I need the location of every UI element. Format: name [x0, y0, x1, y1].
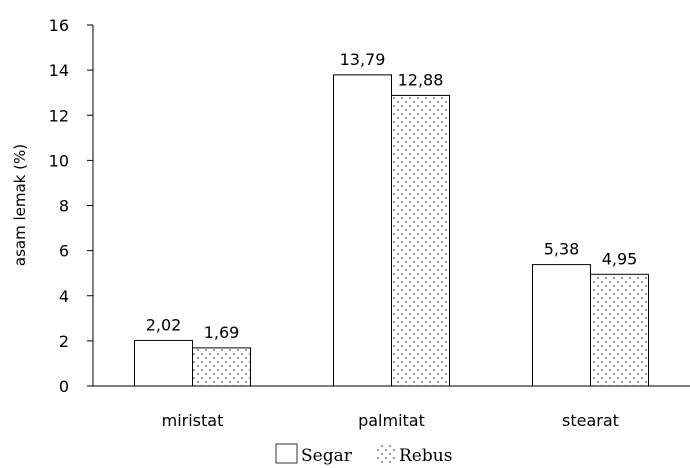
data-label-rebus-palmitat: 12,88: [398, 70, 444, 89]
data-label-rebus-stearat: 4,95: [602, 249, 638, 268]
legend-swatch-segar: [275, 443, 298, 464]
y-tick-label: 10: [49, 151, 69, 170]
bar-segar-palmitat: [333, 74, 392, 387]
bar-rebus-palmitat: [391, 94, 450, 387]
bar-rebus-miristat: [192, 347, 251, 387]
data-label-segar-palmitat: 13,79: [340, 50, 386, 69]
data-label-rebus-miristat: 1,69: [204, 323, 240, 342]
y-tick-label: 6: [59, 242, 69, 261]
y-tick-label: 16: [49, 16, 69, 35]
y-tick-label: 0: [59, 377, 69, 396]
y-axis: 0 2 4 6 8 10 12 14 16: [49, 16, 94, 396]
y-axis-label: asam lemak (%): [11, 144, 29, 266]
legend-swatch-rebus: [375, 444, 396, 463]
y-tick-label: 14: [49, 61, 69, 80]
x-category-label: palmitat: [358, 411, 425, 430]
bar-segar-stearat: [532, 264, 591, 387]
y-tick-label: 4: [59, 287, 69, 306]
y-tick-label: 8: [59, 197, 69, 216]
data-labels: 2,02 1,69 13,79 12,88 5,38 4,95: [146, 50, 638, 342]
data-label-segar-stearat: 5,38: [544, 240, 580, 259]
y-tick-label: 12: [49, 106, 69, 125]
legend-label-rebus: Rebus: [399, 446, 452, 466]
y-tick-label: 2: [59, 332, 69, 351]
bar-segar-miristat: [134, 339, 193, 387]
legend-label-segar: Segar: [301, 446, 353, 466]
x-category-label: stearat: [562, 411, 619, 430]
x-category-label: miristat: [162, 411, 224, 430]
legend: Segar Rebus: [275, 443, 452, 466]
data-label-segar-miristat: 2,02: [146, 315, 182, 334]
bar-rebus-stearat: [590, 273, 649, 387]
x-axis: miristat palmitat stearat: [93, 385, 690, 430]
